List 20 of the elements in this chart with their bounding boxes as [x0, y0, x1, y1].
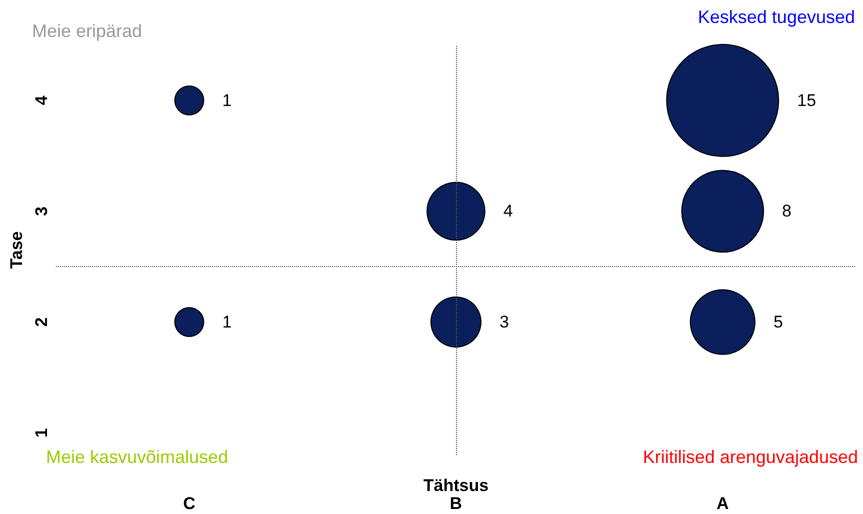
y-tick-label: 1 [32, 428, 51, 438]
y-axis-title: Tase [7, 231, 26, 269]
data-label: 1 [222, 90, 232, 110]
y-tick-label: 4 [32, 95, 51, 106]
data-label: 8 [782, 202, 792, 221]
y-tick-label: 2 [32, 317, 51, 327]
x-tick-label: A [716, 494, 729, 513]
data-label: 4 [503, 202, 513, 221]
text: Kesksed tugevused [698, 7, 856, 27]
data-label: 5 [773, 312, 783, 332]
x-axis-title: Tähtsus [423, 476, 489, 495]
annotation: Meie kasvuvõimalused [46, 447, 228, 467]
x-tick-label: C [183, 494, 196, 513]
y-tick-label: 3 [32, 206, 51, 216]
data-label: 15 [797, 90, 816, 110]
data-label: 3 [499, 312, 509, 332]
x-tick-label: B [450, 494, 462, 513]
data-label: 1 [222, 312, 232, 332]
annotation: Kriitilised arenguvajadused [642, 447, 858, 467]
text: Meie eripärad [32, 21, 142, 41]
